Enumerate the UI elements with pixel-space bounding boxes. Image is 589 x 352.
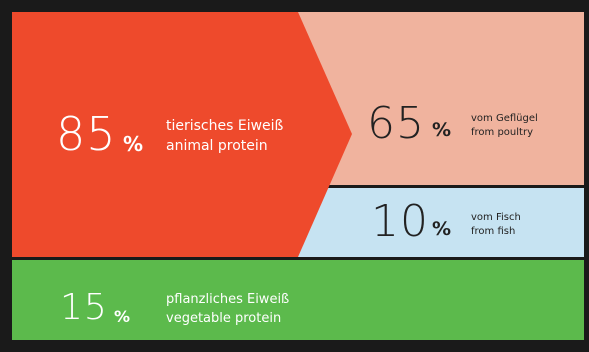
poultry-label-english: from poultry	[471, 127, 533, 138]
vegetable-block	[12, 260, 584, 340]
vegetable-percent-sign: %	[114, 307, 130, 326]
fish-percent-sign: %	[432, 218, 451, 240]
vegetable-label-german: pflanzliches Eiweiß	[166, 292, 289, 307]
animal-percentage-value: 85	[56, 107, 117, 161]
poultry-block	[298, 12, 584, 185]
animal-label-german: tierisches Eiweiß	[166, 118, 284, 134]
animal-label-english: animal protein	[166, 138, 268, 154]
poultry-percent-sign: %	[432, 119, 451, 141]
poultry-percentage-value: 65	[367, 98, 425, 149]
vegetable-percentage-value: 15	[60, 287, 108, 328]
fish-label-english: from fish	[471, 226, 515, 237]
fish-percentage-value: 10	[371, 196, 429, 247]
poultry-label-german: vom Geflügel	[471, 113, 538, 124]
animal-protein-arrow	[12, 12, 352, 257]
vegetable-label-english: vegetable protein	[166, 311, 281, 326]
fish-block	[298, 188, 584, 257]
animal-percent-sign: %	[123, 132, 143, 156]
fish-label-german: vom Fisch	[471, 212, 521, 223]
